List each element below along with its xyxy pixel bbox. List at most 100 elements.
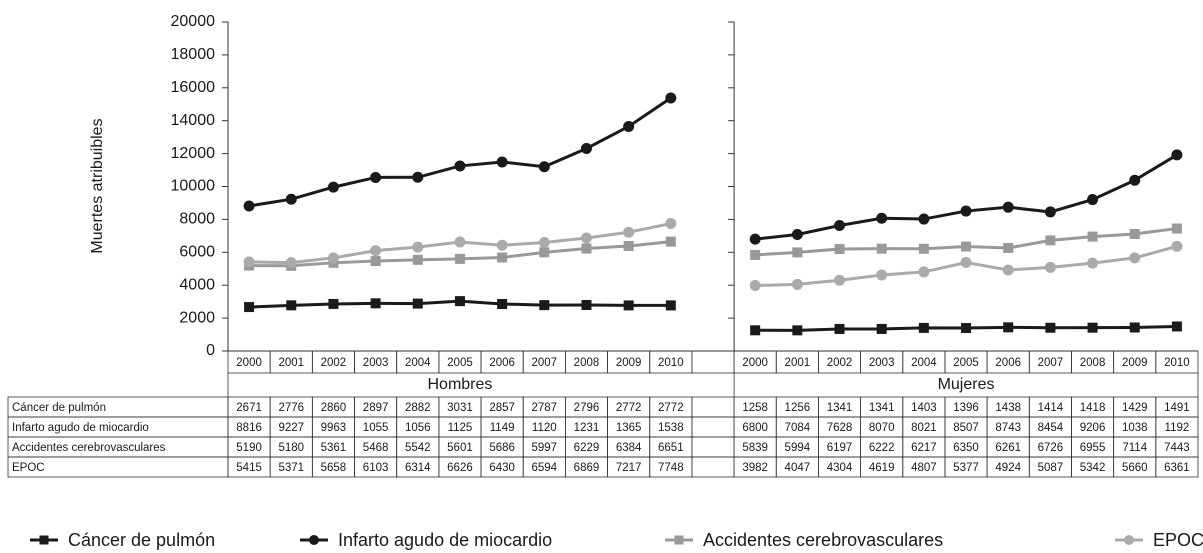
table-value: 7114 xyxy=(1122,442,1147,454)
table-value: 7217 xyxy=(616,462,642,474)
table-value: 6261 xyxy=(995,442,1021,454)
table-value: 2787 xyxy=(532,402,558,414)
table-value: 7748 xyxy=(658,462,684,474)
marker xyxy=(370,171,382,183)
table-value: 6222 xyxy=(869,442,895,454)
table-value: 1056 xyxy=(405,422,431,434)
marker xyxy=(580,143,592,155)
marker xyxy=(960,205,972,217)
table-value: 6361 xyxy=(1164,462,1190,474)
marker xyxy=(496,156,508,168)
marker xyxy=(497,299,508,310)
x-tick-label: 2006 xyxy=(995,357,1021,369)
legend-label: EPOC xyxy=(1153,530,1203,550)
marker xyxy=(623,240,634,251)
table-value: 7443 xyxy=(1164,442,1190,454)
marker xyxy=(961,241,972,252)
marker xyxy=(412,171,424,183)
table-value: 4924 xyxy=(995,462,1021,474)
marker xyxy=(244,302,255,313)
table-value: 2882 xyxy=(405,402,431,414)
marker xyxy=(454,160,466,172)
table-value: 5087 xyxy=(1038,462,1064,474)
marker xyxy=(1045,235,1056,246)
table-value: 5542 xyxy=(405,442,431,454)
marker xyxy=(286,300,297,311)
table-value: 1438 xyxy=(995,402,1021,414)
table-value: 1192 xyxy=(1165,422,1190,434)
y-tick-label: 10000 xyxy=(171,178,216,195)
y-tick-label: 16000 xyxy=(171,79,216,96)
table-value: 1231 xyxy=(574,422,600,434)
marker xyxy=(538,237,550,249)
marker xyxy=(918,243,929,254)
table-value: 4304 xyxy=(827,462,853,474)
row-label: EPOC xyxy=(12,462,45,474)
marker xyxy=(39,535,49,545)
table-value: 8507 xyxy=(953,422,979,434)
marker xyxy=(496,239,508,251)
x-tick-label: 2008 xyxy=(574,357,600,369)
marker xyxy=(1171,321,1182,332)
marker xyxy=(1045,322,1056,333)
marker xyxy=(539,247,550,258)
marker xyxy=(749,279,761,291)
marker xyxy=(538,161,550,173)
marker xyxy=(623,120,635,132)
table-value: 1120 xyxy=(532,422,557,434)
table-value: 3982 xyxy=(742,462,768,474)
table-value: 1256 xyxy=(785,402,811,414)
marker xyxy=(674,535,684,545)
y-tick-label: 12000 xyxy=(171,145,216,162)
marker xyxy=(623,226,635,238)
marker xyxy=(918,266,930,278)
table-value: 5994 xyxy=(785,442,811,454)
marker xyxy=(918,213,930,225)
marker xyxy=(328,298,339,309)
table-value: 2857 xyxy=(489,402,515,414)
y-tick-label: 0 xyxy=(206,342,215,359)
marker xyxy=(834,220,846,232)
marker xyxy=(1087,322,1098,333)
table-cell xyxy=(1155,350,1199,374)
marker xyxy=(876,269,888,281)
marker xyxy=(665,218,677,230)
table-value: 1403 xyxy=(911,402,937,414)
table-value: 4047 xyxy=(785,462,811,474)
marker xyxy=(370,245,382,257)
marker xyxy=(918,322,929,333)
marker xyxy=(961,323,972,334)
y-tick-label: 8000 xyxy=(179,211,215,228)
table-value: 1414 xyxy=(1038,402,1064,414)
y-tick-label: 14000 xyxy=(171,112,216,129)
table-value: 5371 xyxy=(278,462,304,474)
marker xyxy=(1129,228,1140,239)
marker xyxy=(454,296,465,307)
x-tick-label: 2009 xyxy=(616,357,642,369)
table-value: 5658 xyxy=(321,462,347,474)
table-value: 6626 xyxy=(447,462,473,474)
table-value: 6384 xyxy=(616,442,642,454)
table-value: 1125 xyxy=(448,422,473,434)
marker xyxy=(1124,535,1134,545)
row-label: Cáncer de pulmón xyxy=(12,402,106,414)
x-tick-label: 2005 xyxy=(953,357,979,369)
marker xyxy=(581,300,592,311)
marker xyxy=(454,236,466,248)
marker xyxy=(1002,264,1014,276)
table-cell xyxy=(691,396,735,418)
row-label: Accidentes cerebrovasculares xyxy=(12,442,166,454)
marker xyxy=(243,200,255,212)
table-value: 4619 xyxy=(869,462,895,474)
marker xyxy=(750,249,761,260)
table-value: 1396 xyxy=(953,402,979,414)
table-value: 7084 xyxy=(785,422,811,434)
marker xyxy=(327,181,339,193)
table-value: 2860 xyxy=(321,402,347,414)
marker xyxy=(327,252,339,264)
table-value: 2772 xyxy=(616,402,642,414)
legend-label: Cáncer de pulmón xyxy=(68,530,215,550)
y-tick-label: 18000 xyxy=(171,46,216,63)
marker xyxy=(1044,206,1056,218)
marker xyxy=(665,92,677,104)
